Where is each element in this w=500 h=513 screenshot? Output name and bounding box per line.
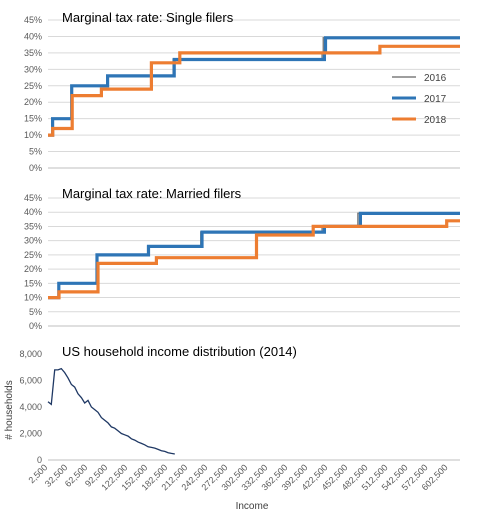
income-distribution-line [47, 367, 175, 455]
y-tick-label: 0% [29, 321, 42, 331]
y-tick-label: 35% [24, 221, 42, 231]
y-tick-label: 4,000 [19, 402, 42, 412]
y-tick-label: 40% [24, 207, 42, 217]
y-tick-label: 6,000 [19, 376, 42, 386]
x-axis-title: Income [236, 501, 269, 512]
y-tick-label: 15% [24, 114, 42, 124]
y-tick-label: 25% [24, 81, 42, 91]
y-tick-label: 10% [24, 130, 42, 140]
y-tick-label: 2,000 [19, 429, 42, 439]
y-tick-label: 20% [24, 97, 42, 107]
y-tick-label: 8,000 [19, 349, 42, 359]
y-tick-label: 10% [24, 293, 42, 303]
chart-title: Marginal tax rate: Married filers [62, 186, 242, 201]
y-axis-title: # households [4, 380, 15, 440]
legend-label-2017: 2017 [424, 94, 447, 105]
y-tick-label: 15% [24, 278, 42, 288]
y-tick-label: 5% [29, 147, 42, 157]
chart-title: Marginal tax rate: Single filers [62, 10, 234, 25]
y-tick-label: 35% [24, 48, 42, 58]
legend-label-2018: 2018 [424, 115, 447, 126]
chart-title: US household income distribution (2014) [62, 344, 297, 359]
y-tick-label: 30% [24, 64, 42, 74]
legend-label-2016: 2016 [424, 73, 447, 84]
y-tick-label: 5% [29, 307, 42, 317]
y-tick-label: 30% [24, 236, 42, 246]
series-line-2018 [48, 44, 460, 137]
y-tick-label: 0% [29, 163, 42, 173]
series-line-2018 [48, 219, 460, 300]
y-tick-label: 45% [24, 193, 42, 203]
y-tick-label: 0 [37, 455, 42, 465]
y-tick-label: 25% [24, 250, 42, 260]
y-tick-label: 40% [24, 31, 42, 41]
y-tick-label: 20% [24, 264, 42, 274]
y-tick-label: 45% [24, 15, 42, 25]
